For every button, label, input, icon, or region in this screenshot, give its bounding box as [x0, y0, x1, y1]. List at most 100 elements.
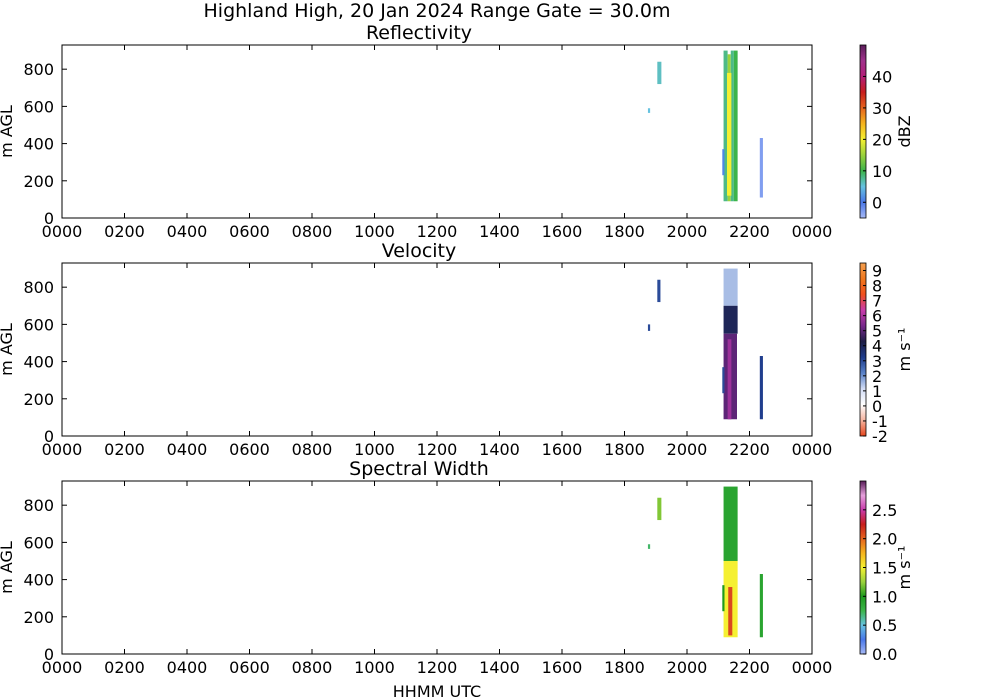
x-tick-label: 1800: [604, 658, 645, 677]
y-tick-label: 800: [23, 60, 54, 79]
x-tick-label: 0600: [229, 222, 270, 241]
colorbar-label: m s⁻¹: [895, 546, 914, 590]
data-cell: [759, 574, 763, 638]
colorbar-tick-label: 10: [872, 162, 892, 181]
x-tick-label: 0600: [229, 658, 270, 677]
colorbar: [859, 262, 867, 437]
y-tick-label: 0: [44, 209, 54, 228]
x-tick-label: 1200: [417, 222, 458, 241]
y-tick-label: 400: [23, 353, 54, 372]
y-axis-label: m AGL: [0, 323, 16, 376]
colorbar-tick-label: 1: [872, 382, 882, 401]
colorbar-tick-label: 2: [872, 367, 882, 386]
data-cell: [730, 50, 734, 202]
x-tick-label: 1600: [542, 658, 583, 677]
x-tick-label: 1600: [542, 222, 583, 241]
x-tick-label: 1400: [479, 658, 520, 677]
colorbar-tick-label: 7: [872, 292, 882, 311]
data-cell: [733, 50, 738, 202]
data-cell: [723, 268, 738, 306]
x-tick-label: 2000: [667, 222, 708, 241]
colorbar-tick-label: 8: [872, 277, 882, 296]
colorbar-tick-label: 40: [872, 67, 892, 86]
data-cell: [657, 279, 661, 303]
colorbar-tick-label: 3: [872, 352, 882, 371]
data-cell: [727, 339, 732, 420]
x-tick-label: 0000: [792, 440, 833, 459]
data-cell: [657, 61, 662, 85]
plot-area: [62, 263, 812, 436]
x-tick-label: 1400: [479, 440, 520, 459]
x-tick-label: 1600: [542, 440, 583, 459]
x-tick-label: 1200: [417, 658, 458, 677]
colorbar-tick-label: 0.0: [872, 645, 897, 664]
y-tick-label: 0: [44, 427, 54, 446]
colorbar-tick-label: 5: [872, 322, 882, 341]
x-tick-label: 0000: [42, 440, 83, 459]
y-axis-label: m AGL: [0, 541, 16, 594]
x-tick-label: 0400: [167, 658, 208, 677]
colorbar-tick-label: 9: [872, 262, 882, 281]
colorbar-tick-label: 6: [872, 307, 882, 326]
y-axis-label: m AGL: [0, 105, 16, 158]
x-axis-label: HHMM UTC: [393, 682, 481, 700]
colorbar-tick-label: 0: [872, 193, 882, 212]
colorbar-tick-label: 2.0: [872, 530, 897, 549]
colorbar-tick-label: -2: [872, 427, 888, 446]
colorbar-tick-label: 30: [872, 99, 892, 118]
data-cell: [722, 367, 725, 394]
y-tick-label: 200: [23, 390, 54, 409]
x-tick-label: 0800: [292, 222, 333, 241]
plot-area: [62, 45, 812, 218]
panel-title: Reflectivity: [366, 22, 472, 44]
x-tick-label: 2200: [729, 222, 770, 241]
x-tick-label: 1800: [604, 440, 645, 459]
y-tick-label: 200: [23, 608, 54, 627]
data-cell: [647, 324, 651, 331]
y-tick-label: 600: [23, 315, 54, 334]
colorbar-label: m s⁻¹: [895, 328, 914, 372]
x-tick-label: 0000: [792, 222, 833, 241]
x-tick-label: 0200: [104, 440, 145, 459]
data-cell: [647, 108, 651, 113]
data-cell: [728, 587, 733, 636]
colorbar: [859, 44, 867, 219]
x-tick-label: 1400: [479, 222, 520, 241]
x-tick-label: 1000: [354, 658, 395, 677]
y-tick-label: 0: [44, 645, 54, 664]
data-cell: [647, 544, 651, 549]
data-cell: [722, 149, 725, 176]
data-cell: [727, 72, 732, 196]
colorbar-tick-label: 4: [872, 337, 882, 356]
y-tick-label: 200: [23, 172, 54, 191]
x-tick-label: 1800: [604, 222, 645, 241]
y-tick-label: 400: [23, 135, 54, 154]
x-tick-label: 0200: [104, 658, 145, 677]
y-tick-label: 800: [23, 496, 54, 515]
data-cell: [723, 50, 728, 202]
y-tick-label: 400: [23, 571, 54, 590]
data-cell: [722, 585, 725, 612]
colorbar-tick-label: -1: [872, 412, 888, 431]
colorbar-tick-label: 1.0: [872, 587, 897, 606]
data-cell: [657, 497, 662, 521]
panel-title: Velocity: [382, 240, 457, 262]
x-tick-label: 1000: [354, 440, 395, 459]
colorbar-tick-label: 20: [872, 130, 892, 149]
figure-title: Highland High, 20 Jan 2024 Range Gate = …: [204, 0, 671, 22]
colorbar-tick-label: 2.5: [872, 501, 897, 520]
x-tick-label: 0000: [42, 222, 83, 241]
x-tick-label: 1200: [417, 440, 458, 459]
x-tick-label: 0400: [167, 440, 208, 459]
x-tick-label: 0400: [167, 222, 208, 241]
x-tick-label: 2200: [729, 440, 770, 459]
data-cell: [759, 138, 763, 198]
data-cell: [759, 356, 763, 420]
y-tick-label: 600: [23, 533, 54, 552]
x-tick-label: 2000: [667, 440, 708, 459]
colorbar-tick-label: 0: [872, 397, 882, 416]
